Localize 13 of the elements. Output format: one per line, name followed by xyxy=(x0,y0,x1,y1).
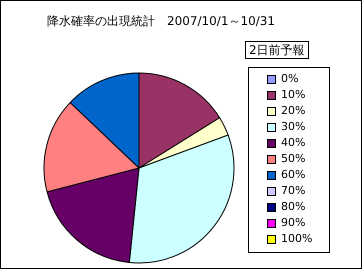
legend-label: 10% xyxy=(281,87,306,103)
chart-title: 降水確率の出現統計 2007/10/1～10/31 xyxy=(46,13,276,30)
legend-label: 100% xyxy=(281,231,312,247)
legend-label: 30% xyxy=(281,119,306,135)
legend-label: 20% xyxy=(281,103,306,119)
legend-title: 2日前予報 xyxy=(245,41,309,59)
legend-label: 60% xyxy=(281,167,306,183)
legend-label: 50% xyxy=(281,151,306,167)
legend-label: 40% xyxy=(281,135,306,151)
legend-label: 90% xyxy=(281,215,306,231)
legend-label: 80% xyxy=(281,199,306,215)
legend-label: 70% xyxy=(281,183,306,199)
legend-label: 0% xyxy=(281,71,298,87)
